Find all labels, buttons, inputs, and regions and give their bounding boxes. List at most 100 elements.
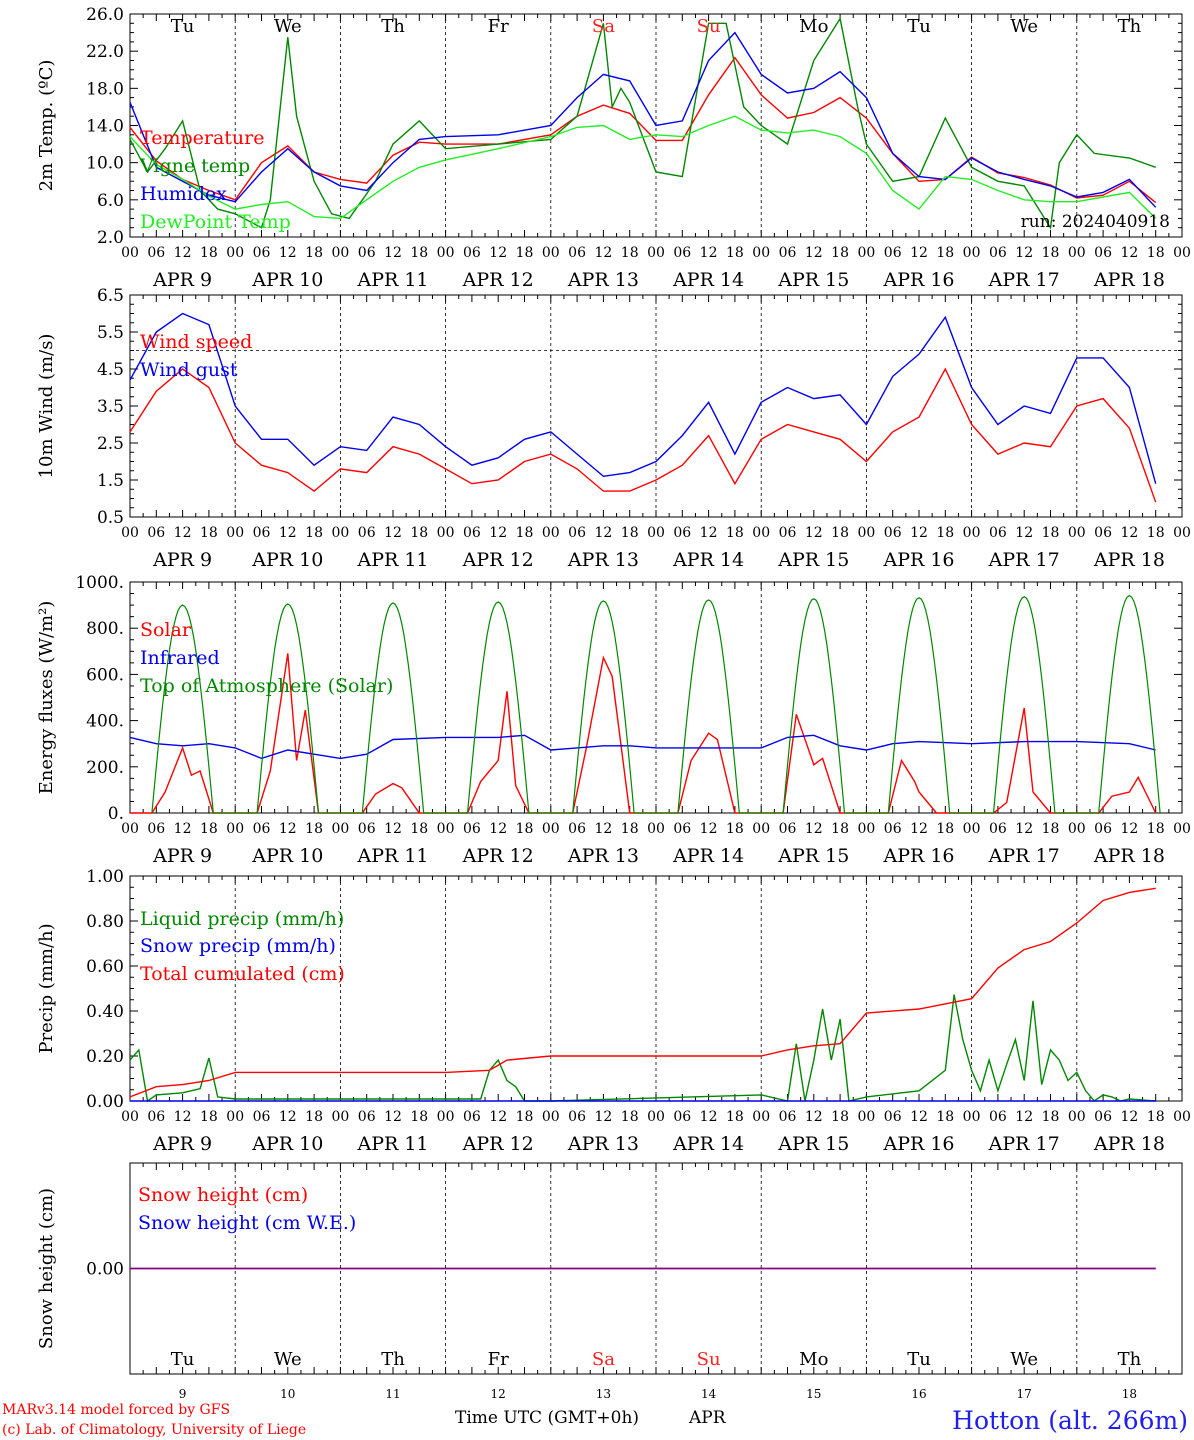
- hour-tick-label: 06: [253, 245, 271, 261]
- hour-tick-label: 06: [779, 245, 797, 261]
- day-number: 15: [806, 1387, 821, 1401]
- hour-tick-label: 06: [358, 821, 376, 837]
- hour-tick-label: 12: [805, 245, 823, 261]
- hour-tick-label: 12: [174, 245, 192, 261]
- y-tick-label: 0.5: [97, 508, 124, 528]
- hour-tick-label: 12: [489, 1109, 507, 1125]
- date-label: APR 16: [882, 845, 954, 867]
- hour-tick-label: 06: [779, 525, 797, 541]
- weekday-label: Su: [697, 1349, 721, 1370]
- y-axis-label: 10m Wind (m/s): [36, 334, 57, 479]
- y-tick-label: 400.: [86, 712, 124, 732]
- hour-tick-label: 12: [1015, 821, 1033, 837]
- hour-tick-label: 06: [568, 245, 586, 261]
- legend-entry: Snow precip (mm/h): [140, 935, 336, 957]
- panel-3: 0. 200. 400. 600. 800. 1000. Energy fluxes (W/…: [36, 573, 1191, 867]
- hour-tick-label: 06: [779, 1109, 797, 1125]
- hour-tick-label: 00: [1068, 821, 1086, 837]
- hour-tick-label: 00: [437, 525, 455, 541]
- date-label: APR 11: [356, 1133, 428, 1155]
- hour-tick-label: 18: [621, 1109, 639, 1125]
- date-label: APR 13: [567, 549, 639, 571]
- hour-tick-label: 18: [936, 245, 954, 261]
- hour-tick-label: 18: [831, 245, 849, 261]
- series-line: [129, 994, 1156, 1103]
- date-label: APR 11: [356, 269, 428, 291]
- y-tick-label: 600.: [86, 665, 124, 685]
- y-tick-label: 4.5: [97, 360, 124, 380]
- hour-tick-label: 06: [147, 821, 165, 837]
- y-tick-label: 22.0: [86, 42, 124, 62]
- hour-tick-label: 12: [489, 525, 507, 541]
- hour-tick-label: 18: [1042, 821, 1060, 837]
- weekday-label: Mo: [799, 16, 828, 37]
- hour-tick-label: 18: [200, 245, 218, 261]
- date-label: APR 18: [1093, 1133, 1165, 1155]
- hour-tick-label: 06: [989, 525, 1007, 541]
- weekday-label: We: [274, 1349, 302, 1370]
- hour-tick-label: 06: [358, 245, 376, 261]
- hour-tick-label: 18: [516, 245, 534, 261]
- hour-tick-label: 18: [1147, 245, 1165, 261]
- y-tick-label: 0.40: [86, 1002, 124, 1022]
- hour-tick-label: 18: [410, 525, 428, 541]
- hour-tick-label: 12: [910, 821, 928, 837]
- hour-tick-label: 06: [463, 245, 481, 261]
- weekday-label: Tu: [907, 1349, 931, 1370]
- y-axis-label: 2m Temp. (ºC): [36, 60, 57, 192]
- series-line: [129, 16, 1156, 230]
- y-tick-label: 10.0: [86, 154, 124, 174]
- hour-tick-label: 18: [936, 525, 954, 541]
- hour-tick-label: 12: [805, 821, 823, 837]
- hour-tick-label: 00: [647, 245, 665, 261]
- hour-tick-label: 06: [779, 821, 797, 837]
- date-label: APR 17: [988, 1133, 1060, 1155]
- hour-tick-label: 06: [568, 821, 586, 837]
- hour-tick-label: 00: [963, 525, 981, 541]
- hour-tick-label: 18: [305, 1109, 323, 1125]
- hour-tick-label: 12: [384, 1109, 402, 1125]
- hour-tick-label: 00: [331, 821, 349, 837]
- hour-tick-label: 06: [1094, 821, 1112, 837]
- hour-tick-label: 12: [594, 1109, 612, 1125]
- hour-tick-label: 18: [726, 525, 744, 541]
- hour-tick-label: 12: [910, 245, 928, 261]
- hour-tick-label: 06: [1094, 245, 1112, 261]
- hour-tick-label: 00: [647, 525, 665, 541]
- hour-tick-label: 06: [463, 821, 481, 837]
- legend-entry: Infrared: [140, 647, 220, 669]
- y-tick-label: 5.5: [97, 323, 124, 343]
- hour-tick-label: 00: [437, 821, 455, 837]
- hour-tick-label: 00: [1068, 245, 1086, 261]
- hour-tick-label: 12: [910, 525, 928, 541]
- hour-tick-label: 00: [647, 821, 665, 837]
- date-label: APR 10: [251, 845, 323, 867]
- hour-tick-label: 12: [489, 821, 507, 837]
- hour-tick-label: 18: [305, 821, 323, 837]
- series-line-toa: [151, 594, 1161, 814]
- hour-tick-label: 18: [1042, 1109, 1060, 1125]
- weekday-label: Tu: [171, 16, 195, 37]
- y-tick-label: 2.0: [97, 228, 124, 248]
- hour-tick-label: 18: [516, 821, 534, 837]
- hour-tick-label: 06: [673, 1109, 691, 1125]
- date-label: APR 12: [462, 1133, 534, 1155]
- legend-entry: Humidex: [140, 183, 227, 205]
- hour-tick-label: 00: [1068, 525, 1086, 541]
- hour-tick-label: 06: [568, 1109, 586, 1125]
- date-label: APR 13: [567, 269, 639, 291]
- hour-tick-label: 06: [253, 1109, 271, 1125]
- hour-tick-label: 12: [1015, 525, 1033, 541]
- hour-tick-label: 06: [568, 525, 586, 541]
- y-tick-label: 6.0: [97, 191, 124, 211]
- hour-tick-label: 12: [384, 821, 402, 837]
- y-tick-label: 14.0: [86, 117, 124, 137]
- series-line: [129, 367, 1157, 503]
- day-number: 11: [385, 1387, 400, 1401]
- hour-tick-label: 00: [121, 525, 139, 541]
- weekday-label: Tu: [171, 1349, 195, 1370]
- footer-model: MARv3.14 model forced by GFS: [2, 1402, 230, 1418]
- panel-1: 2.0 6.0 10.0 14.0 18.0 22.0 26.0 2m Temp. (ºC) T…: [36, 5, 1191, 291]
- hour-tick-label: 06: [253, 525, 271, 541]
- hour-tick-label: 00: [331, 525, 349, 541]
